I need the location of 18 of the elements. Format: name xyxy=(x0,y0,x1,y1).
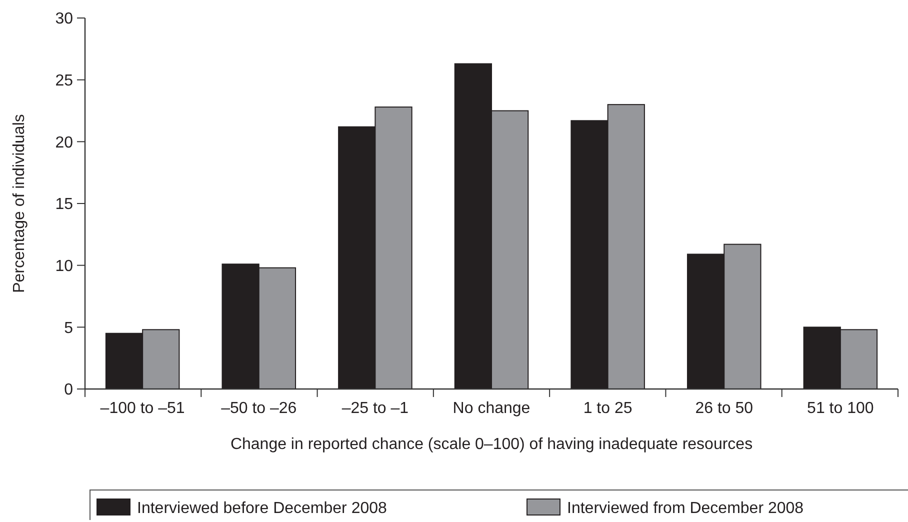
y-tick-label: 10 xyxy=(55,258,74,275)
x-axis-title: Change in reported chance (scale 0–100) of having inadequate resources xyxy=(230,436,753,453)
x-tick-label: –25 to –1 xyxy=(342,400,409,417)
x-tick-label: –100 to –51 xyxy=(100,400,185,417)
x-tick-label: No change xyxy=(452,400,530,417)
legend-label: Interviewed before December 2008 xyxy=(137,500,388,517)
y-tick-label: 25 xyxy=(55,72,74,90)
x-tick-label: 1 to 25 xyxy=(583,400,632,417)
y-tick-label: 30 xyxy=(55,10,74,28)
x-tick-label: 26 to 50 xyxy=(695,400,754,417)
x-tick-label: 51 to 100 xyxy=(807,400,874,417)
y-tick-label: 5 xyxy=(64,320,74,337)
y-axis-title: Percentage of individuals xyxy=(11,114,28,293)
legend-label: Interviewed from December 2008 xyxy=(567,500,804,517)
y-tick-label: 15 xyxy=(55,196,74,214)
y-tick-label: 0 xyxy=(64,382,74,399)
y-tick-label: 20 xyxy=(55,134,74,152)
x-tick-label: –50 to –26 xyxy=(221,400,297,417)
